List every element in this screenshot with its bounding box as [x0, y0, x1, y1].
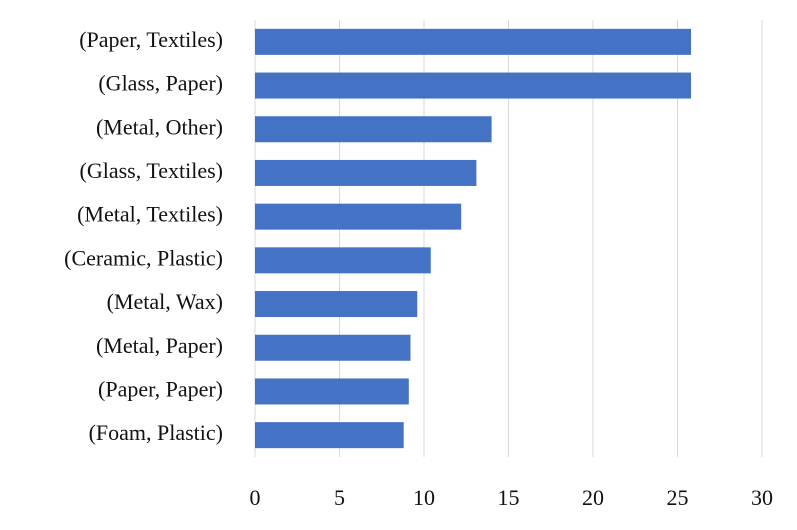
y-tick-label: (Paper, Textiles): [79, 27, 223, 52]
y-tick-label: (Paper, Paper): [98, 376, 223, 401]
y-tick-label: (Metal, Wax): [107, 289, 223, 314]
x-tick-label: 15: [498, 485, 520, 510]
y-tick-label: (Foam, Plastic): [89, 420, 223, 445]
bar: [255, 116, 492, 143]
y-tick-label: (Metal, Other): [96, 114, 223, 139]
x-tick-label: 10: [413, 485, 435, 510]
x-tick-label: 0: [250, 485, 261, 510]
y-tick-label: (Glass, Textiles): [80, 158, 223, 183]
y-tick-label: (Glass, Paper): [98, 71, 223, 96]
bar: [255, 247, 431, 274]
x-tick-label: 20: [582, 485, 604, 510]
bar: [255, 334, 411, 361]
bar: [255, 422, 404, 449]
bar: [255, 28, 692, 55]
bar: [255, 72, 692, 99]
y-tick-label: (Metal, Textiles): [77, 202, 223, 227]
bar: [255, 159, 477, 186]
bar: [255, 378, 409, 405]
x-tick-label: 30: [751, 485, 773, 510]
y-tick-label: (Ceramic, Plastic): [64, 245, 223, 270]
bar: [255, 291, 418, 318]
x-tick-label: 25: [667, 485, 689, 510]
bar: [255, 203, 462, 230]
y-tick-label: (Metal, Paper): [96, 333, 223, 358]
x-tick-label: 5: [334, 485, 345, 510]
